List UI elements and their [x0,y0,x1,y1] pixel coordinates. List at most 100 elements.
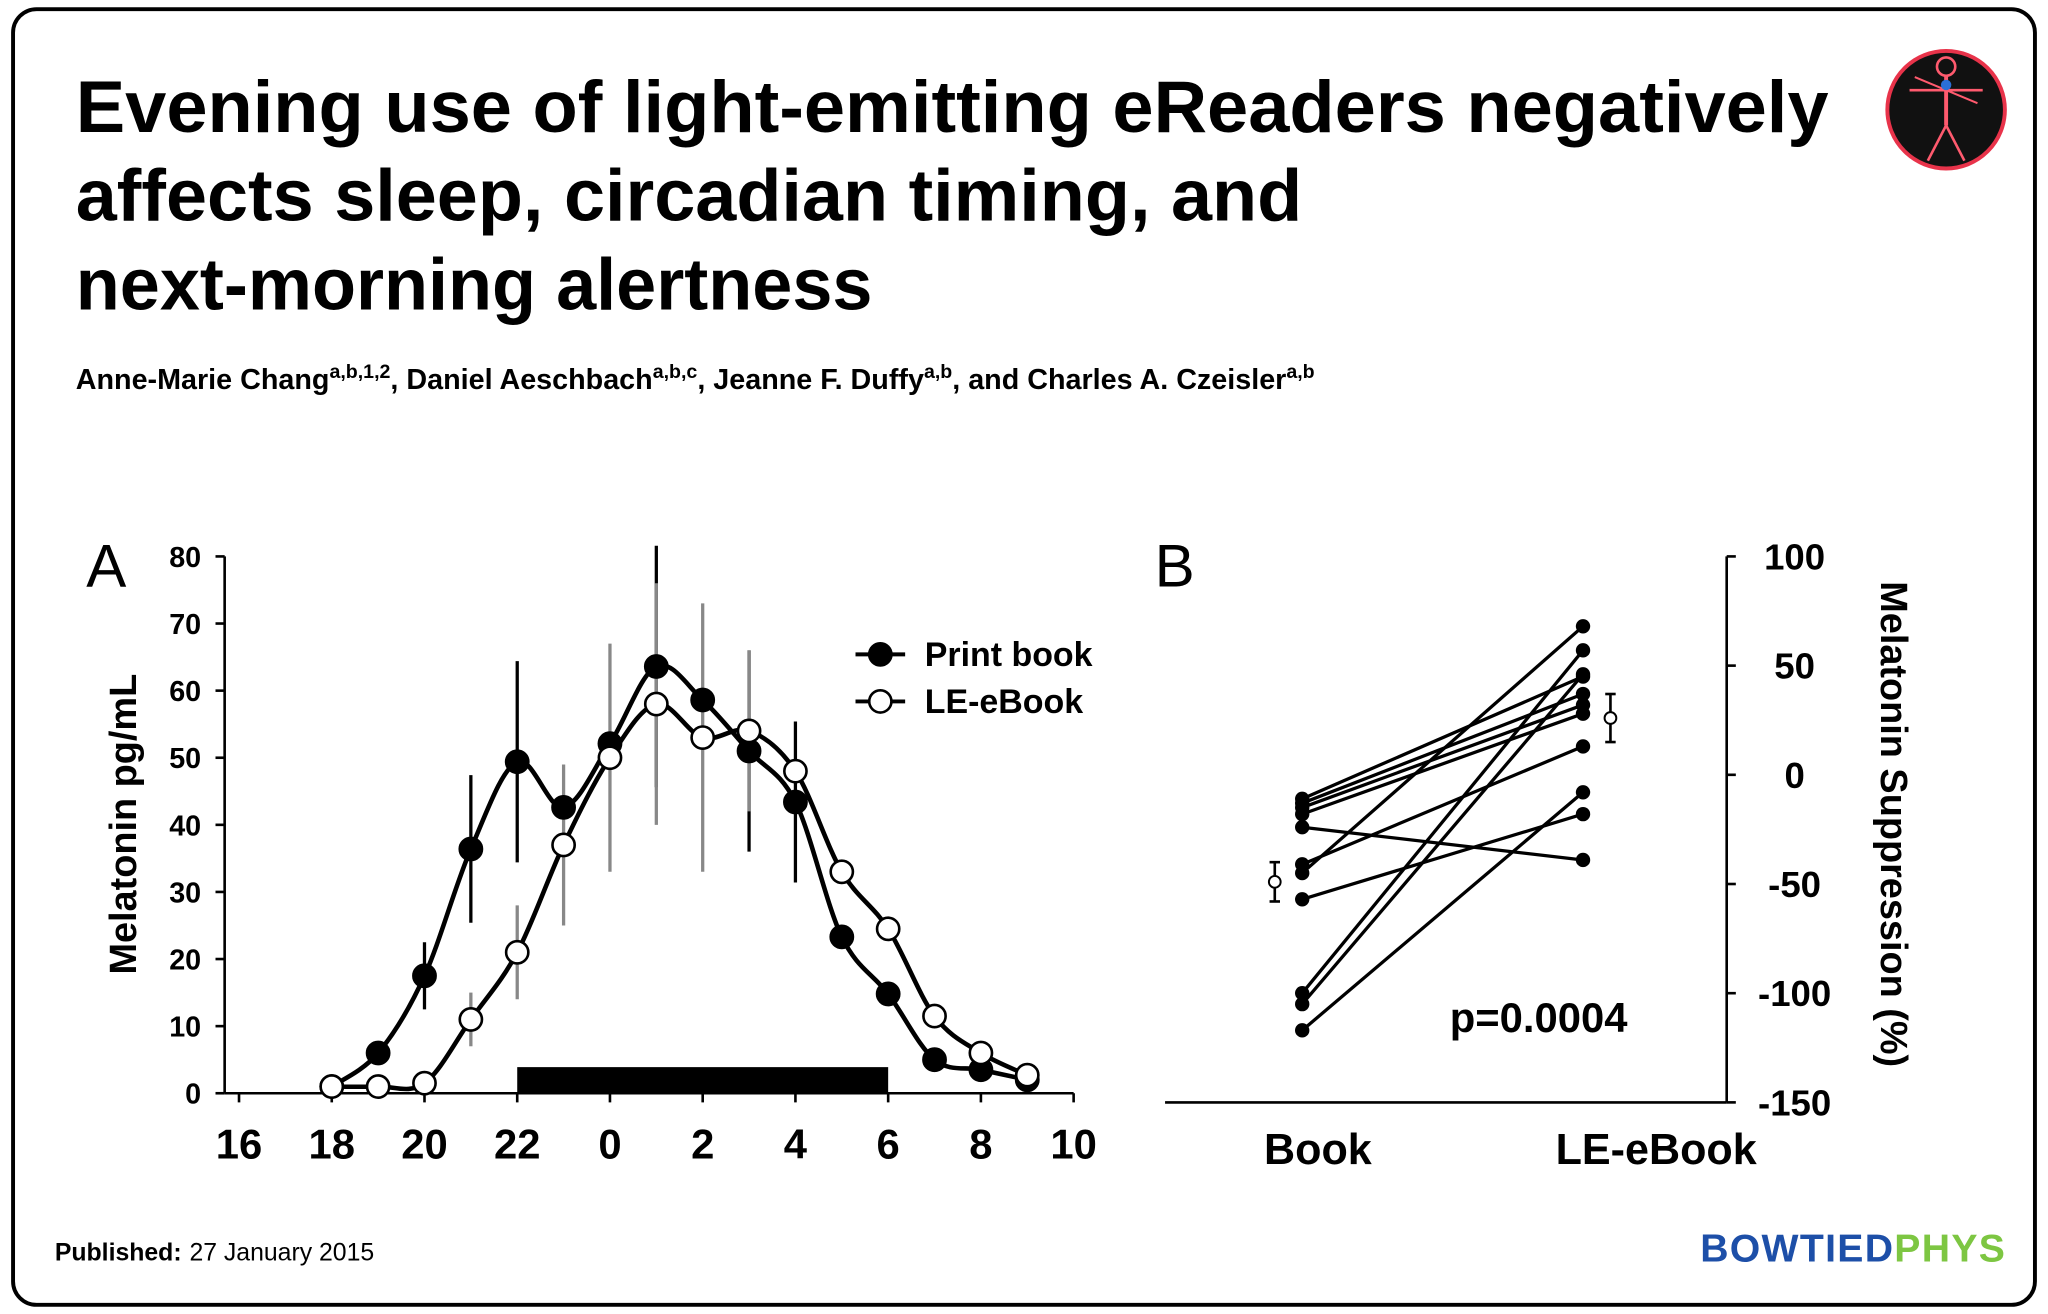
data-point [1575,806,1591,822]
data-point [458,1007,484,1032]
author-name: , Daniel Aeschbach [390,364,652,396]
data-point [875,916,901,942]
legend-label: LE-eBook [925,683,1084,721]
mean-point [1603,711,1618,725]
x-tick-label: 0 [598,1121,621,1168]
y-tick-label: 70 [169,609,201,641]
pair-line [1300,673,1585,1006]
panel-label: B [1155,532,1195,599]
y-tick-label: -150 [1758,1082,1831,1123]
x-tick-label: 16 [216,1121,262,1168]
data-point [643,691,669,717]
x-tick-label: 20 [401,1121,447,1168]
sleep-bar [517,1067,889,1094]
data-point [783,789,808,815]
brand-part: PHYS [1894,1228,2006,1271]
pair-line [1301,744,1584,866]
y-tick-label: -50 [1768,864,1821,905]
authors: Anne-Marie Changa,b,1,2, Daniel Aeschbac… [76,361,1315,396]
data-point [875,981,901,1007]
data-point [1295,820,1310,835]
author-name: , Jeanne F. Duffy [697,364,924,396]
data-point [319,1074,345,1099]
data-point [365,1040,391,1066]
data-point [1575,706,1591,721]
y-tick-label: 10 [169,1012,201,1044]
data-point [1014,1062,1040,1088]
author-affiliation: a,b,c [653,361,698,383]
data-point [597,745,623,771]
data-point [736,718,762,744]
mean-point [1267,874,1282,889]
data-point [458,836,484,862]
data-point [829,859,855,885]
data-point [1575,643,1591,658]
legend-label: Print book [925,636,1093,674]
logo [1885,48,2007,171]
published-label: Published: [55,1239,182,1266]
pair-line [1301,812,1584,901]
data-point [1295,865,1310,881]
data-point [1575,667,1591,682]
y-tick-label: 20 [169,944,201,976]
y-axis-label: Melatonin Suppression (%) [1872,581,1914,1067]
annotation: p=0.0004 [1450,994,1628,1041]
pair-line [1301,625,1585,875]
data-point [1575,686,1591,702]
data-point [1295,986,1310,1001]
data-point [551,832,576,858]
y-tick-label: 40 [169,810,201,842]
x-tick-label: 10 [1050,1121,1096,1168]
brand: BOWTIEDPHYS [1700,1228,2006,1271]
author-name: Anne-Marie Chang [76,364,330,396]
title-line: next-morning alertness [76,245,873,326]
data-point [829,924,855,950]
data-point [412,1070,437,1096]
data-point [1575,739,1591,754]
legend-marker [867,689,893,714]
data-point [412,963,437,989]
y-tick-label: 30 [169,877,201,909]
pair-line [1301,703,1584,810]
data-point [690,687,716,713]
data-point [1295,1023,1310,1038]
legend-marker [867,641,893,667]
data-point [1295,806,1310,822]
published: Published: 27 January 2015 [55,1239,374,1266]
x-tick-label: 18 [309,1121,355,1168]
data-point [1575,785,1591,800]
y-tick-label: 0 [1784,755,1804,796]
author-name: , and Charles A. Czeisler [952,364,1286,396]
pair-line [1301,791,1585,1032]
data-point [922,1047,947,1073]
data-point [643,654,669,679]
y-tick-label: 100 [1764,536,1825,577]
data-point [365,1074,391,1099]
data-point [504,749,530,775]
x-tick-label: 22 [494,1121,540,1168]
y-tick-label: 80 [169,542,201,574]
pair-line [1300,649,1585,995]
x-tick-label: Book [1264,1126,1373,1174]
published-date: 27 January 2015 [189,1239,374,1266]
data-point [922,1003,947,1029]
data-point [551,794,576,820]
title-line: affects sleep, circadian timing, and [76,156,1302,237]
data-point [783,758,808,784]
data-point [1575,619,1591,634]
y-tick-label: 60 [169,676,201,708]
data-point [1295,996,1310,1012]
title-line: Evening use of light-emitting eReaders n… [76,67,1829,148]
y-tick-label: 50 [169,743,201,775]
panel-label: A [86,532,126,599]
x-tick-label: LE-eBook [1556,1126,1758,1174]
x-tick-label: 2 [691,1121,714,1168]
author-affiliation: a,b,1,2 [329,361,390,383]
y-tick-label: -100 [1758,973,1831,1014]
data-point [1575,852,1591,868]
data-point [968,1040,994,1066]
series-line [331,701,1029,1092]
author-affiliation: a,b [1286,361,1314,383]
